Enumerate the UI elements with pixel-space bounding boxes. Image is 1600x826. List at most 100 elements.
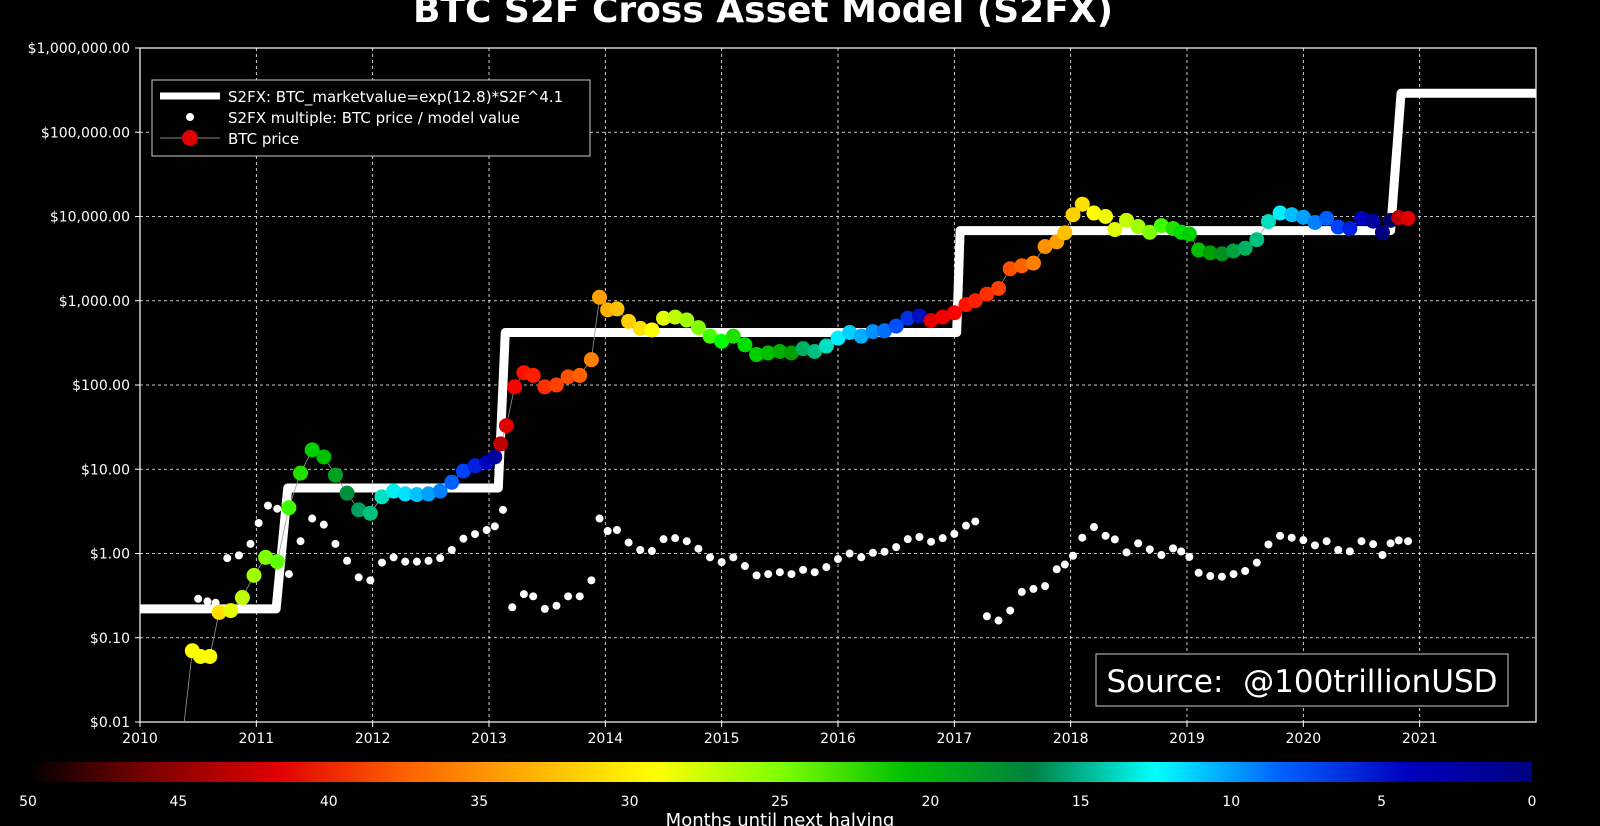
price-point bbox=[498, 418, 514, 434]
price-point bbox=[1354, 210, 1369, 226]
plot-frame bbox=[139, 47, 1537, 723]
price-point bbox=[979, 286, 995, 302]
multiple-point bbox=[354, 573, 363, 582]
multiple-point bbox=[319, 520, 328, 529]
price-point bbox=[1065, 207, 1081, 223]
price-point bbox=[304, 442, 320, 458]
price-point bbox=[1002, 261, 1018, 277]
price-point bbox=[258, 549, 274, 565]
multiple-point bbox=[194, 594, 203, 603]
price-point bbox=[432, 483, 448, 499]
price-point bbox=[1330, 219, 1346, 235]
price-point bbox=[935, 309, 951, 325]
y-tick-label: $1,000.00 bbox=[59, 294, 130, 310]
price-point bbox=[1142, 224, 1158, 240]
x-tick-label: 2016 bbox=[820, 731, 856, 747]
price-point bbox=[525, 367, 541, 383]
multiple-point bbox=[868, 548, 877, 557]
multiple-point bbox=[308, 514, 317, 523]
price-point bbox=[362, 505, 378, 521]
multiple-point bbox=[343, 556, 352, 565]
price-point bbox=[1153, 218, 1169, 234]
price-point bbox=[807, 343, 823, 359]
multiple-point bbox=[1404, 537, 1413, 546]
legend-multiple-label: S2FX multiple: BTC price / model value bbox=[228, 109, 520, 127]
price-point bbox=[749, 347, 765, 363]
multiple-point bbox=[1078, 533, 1087, 542]
multiple-point bbox=[903, 535, 912, 544]
price-point bbox=[946, 305, 962, 321]
multiple-point bbox=[982, 612, 991, 621]
price-point bbox=[900, 310, 916, 326]
x-tick-label: 2018 bbox=[1053, 731, 1089, 747]
multiple-point bbox=[412, 557, 421, 566]
multiple-point bbox=[575, 592, 584, 601]
colorbar-tick-label: 35 bbox=[470, 794, 488, 810]
legend-price-label: BTC price bbox=[228, 130, 299, 148]
price-point bbox=[1057, 225, 1073, 241]
price-point bbox=[1307, 214, 1323, 230]
y-tick-label: $1,000,000.00 bbox=[28, 41, 130, 57]
multiple-point bbox=[971, 517, 980, 526]
multiple-point bbox=[595, 514, 604, 523]
multiple-point bbox=[587, 576, 596, 585]
price-point bbox=[467, 458, 483, 474]
price-point bbox=[1014, 258, 1030, 274]
legend-box bbox=[151, 79, 591, 157]
price-point bbox=[234, 590, 250, 606]
price-point bbox=[351, 502, 367, 518]
price-point bbox=[444, 474, 460, 490]
price-point bbox=[656, 310, 671, 326]
price-point bbox=[877, 323, 893, 339]
price-point bbox=[537, 379, 553, 395]
multiple-point bbox=[447, 546, 456, 555]
btc-price-series bbox=[183, 196, 1416, 723]
price-point bbox=[327, 467, 343, 483]
multiple-point bbox=[1157, 550, 1166, 559]
multiple-point bbox=[203, 597, 212, 606]
y-tick-label: $100,000.00 bbox=[41, 125, 130, 141]
y-tick-label: $1.00 bbox=[90, 547, 130, 563]
multiple-point bbox=[892, 543, 901, 552]
multiple-point bbox=[459, 534, 468, 543]
price-point bbox=[1086, 205, 1102, 221]
price-point bbox=[632, 320, 648, 336]
price-point bbox=[714, 333, 730, 349]
x-axis: 2010 2011 2012 2013 2014 2015 2016 2017 2018 2019… bbox=[122, 722, 1437, 747]
legend: S2FX: BTC_marketvalue=exp(12.8)*S2F^4.1 … bbox=[151, 79, 591, 157]
multiple-point bbox=[508, 603, 517, 612]
multiple-point bbox=[1241, 566, 1250, 575]
multiple-point bbox=[366, 576, 375, 585]
price-point bbox=[386, 483, 402, 499]
price-point bbox=[487, 449, 503, 465]
x-tick-label: 2011 bbox=[239, 731, 275, 747]
price-point bbox=[725, 328, 741, 344]
price-point bbox=[865, 324, 881, 340]
price-point bbox=[702, 328, 718, 344]
price-point bbox=[991, 280, 1007, 296]
price-point bbox=[583, 352, 599, 368]
price-point bbox=[1025, 255, 1041, 271]
multiple-point bbox=[950, 529, 959, 538]
multiple-point bbox=[1194, 568, 1203, 577]
price-connector-line bbox=[183, 203, 1409, 723]
multiple-point bbox=[857, 553, 866, 562]
multiple-point bbox=[799, 565, 808, 574]
colorbar-ticks: 50 45 40 35 30 25 20 15 10 5 0 bbox=[19, 794, 1536, 810]
price-point bbox=[1249, 232, 1265, 248]
multiple-point bbox=[498, 505, 507, 514]
x-tick-label: 2020 bbox=[1286, 731, 1322, 747]
price-point bbox=[1342, 221, 1358, 237]
price-point bbox=[1202, 245, 1218, 261]
multiple-point bbox=[740, 562, 749, 571]
price-point bbox=[507, 379, 523, 395]
y-tick-label: $100.00 bbox=[72, 378, 130, 394]
multiple-point bbox=[775, 568, 784, 577]
multiple-point bbox=[1110, 535, 1119, 544]
legend-price-swatch bbox=[182, 130, 198, 146]
multiple-point bbox=[624, 538, 633, 547]
multiple-point bbox=[401, 557, 410, 566]
multiple-point bbox=[994, 616, 1003, 625]
multiple-point bbox=[1060, 560, 1069, 569]
